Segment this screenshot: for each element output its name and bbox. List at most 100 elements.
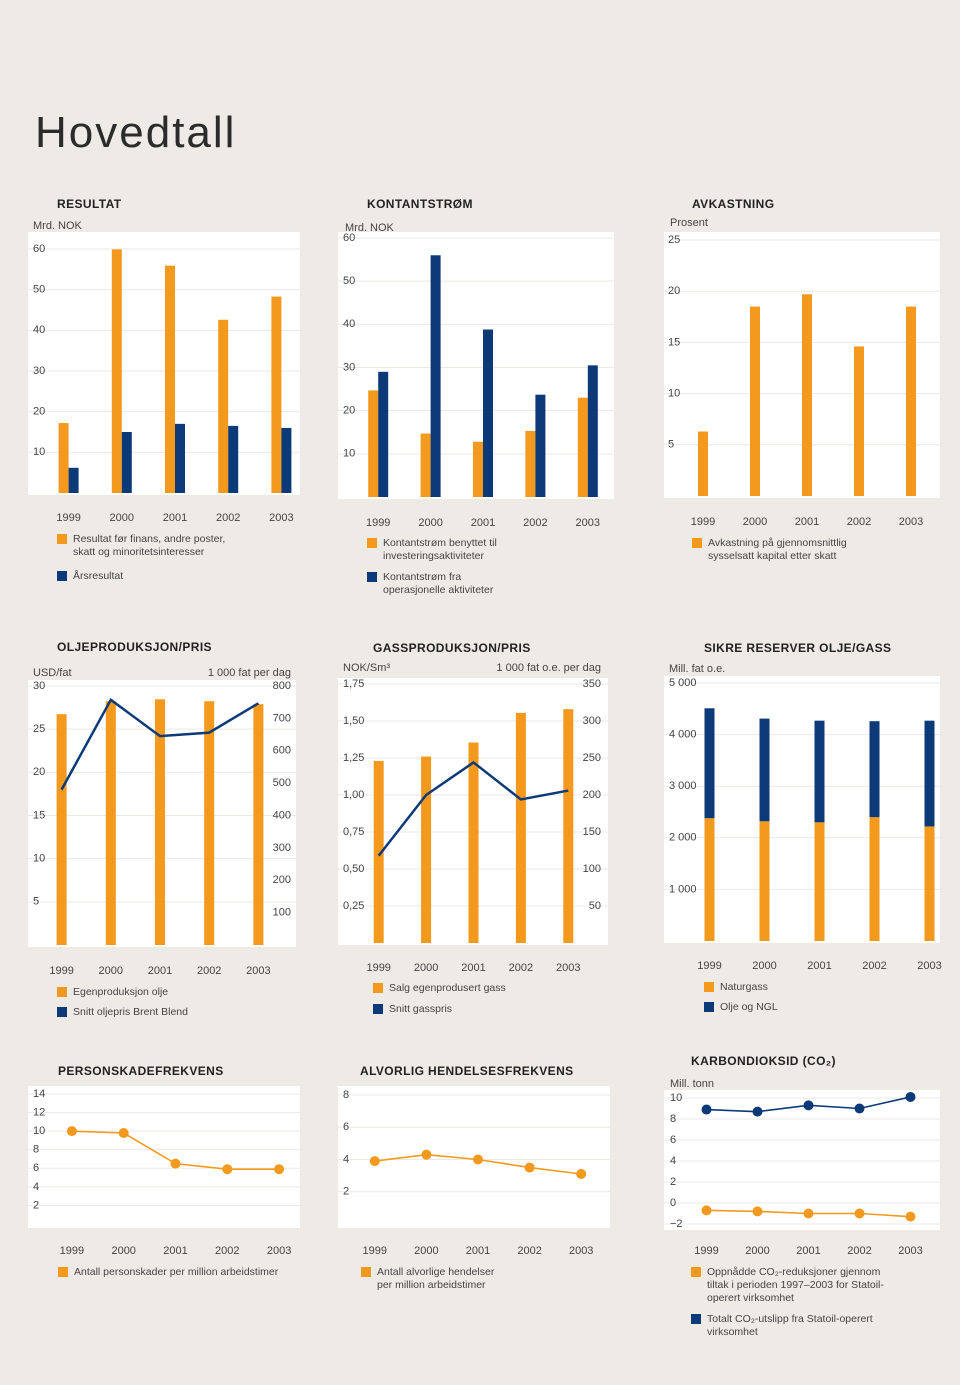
y-tick-label: 50	[33, 284, 45, 296]
y-tick-label: 5	[668, 439, 674, 451]
chart-title: RESULTAT	[57, 197, 122, 211]
legend-swatch	[692, 538, 702, 548]
bar	[378, 371, 389, 497]
y2-tick-label: 600	[273, 745, 291, 757]
point	[421, 1149, 432, 1160]
y-tick-label: 1,75	[343, 678, 364, 690]
x-tick-label: 2003	[267, 1245, 291, 1257]
x-tick-label: 2003	[917, 960, 941, 972]
bar	[587, 365, 598, 497]
y2-tick-label: 100	[273, 907, 291, 919]
bar	[869, 721, 880, 818]
bar	[563, 709, 574, 943]
x-tick-label: 1999	[691, 516, 715, 528]
y-axis-label: Mill. tonn	[670, 1078, 714, 1090]
y-tick-label: 20	[343, 405, 355, 417]
y-tick-label: 10	[33, 1125, 45, 1137]
legend-label: Kontantstrøm fra operasjonelle aktivitet…	[383, 571, 494, 596]
point	[222, 1164, 233, 1175]
chart-panel: KARBONDIOKSID (CO₂) Mill. tonn −2 0 2 4 6 8 10 19…	[664, 1054, 940, 1257]
y-tick-label: 1,25	[343, 752, 364, 764]
point	[854, 1208, 865, 1219]
legend-swatch	[373, 983, 383, 993]
y-tick-label: 6	[343, 1121, 349, 1133]
point	[905, 1211, 916, 1222]
y2-tick-label: 300	[583, 715, 601, 727]
point	[752, 1206, 763, 1217]
x-tick-label: 2001	[795, 516, 819, 528]
y-tick-label: 8	[670, 1113, 676, 1125]
legend-label: Egenproduksjon olje	[73, 986, 169, 998]
legend-label: Resultat før finans, andre poster, skatt…	[73, 533, 226, 558]
legend-swatch	[57, 1007, 67, 1017]
x-tick-label: 2000	[418, 517, 442, 529]
y2-axis-label: 1 000 fat o.e. per dag	[496, 662, 601, 674]
x-tick-label: 2001	[466, 1245, 490, 1257]
y-tick-label: 25	[668, 234, 680, 246]
point	[473, 1154, 483, 1165]
y-tick-label: 1,00	[343, 789, 364, 801]
y-tick-label: 5 000	[669, 677, 697, 689]
y-tick-label: 4	[343, 1153, 349, 1165]
line	[377, 760, 569, 857]
bar	[111, 249, 122, 493]
legend-swatch	[704, 1002, 714, 1012]
legend-swatch	[691, 1314, 701, 1324]
legend-swatch	[367, 572, 377, 582]
legend-label: Antall alvorlige hendelser per million a…	[377, 1266, 495, 1291]
y-tick-label: 0,25	[343, 900, 364, 912]
legend-item: Avkastning på gjennomsnittlig sysselsatt…	[692, 537, 852, 563]
bar	[854, 346, 864, 496]
y-tick-label: 10	[670, 1092, 682, 1104]
y-axis-label: Mrd. NOK	[345, 222, 395, 234]
x-tick-label: 1999	[60, 1245, 84, 1257]
bar	[814, 822, 825, 941]
bar	[802, 294, 812, 496]
bar	[155, 699, 165, 945]
legend-item: Snitt gasspris	[373, 1003, 593, 1016]
legend-swatch	[704, 982, 714, 992]
x-tick-label: 2002	[517, 1245, 541, 1257]
bar	[68, 467, 79, 493]
point	[854, 1103, 865, 1114]
x-tick-label: 2002	[216, 512, 240, 524]
y-tick-label: 4	[33, 1181, 39, 1193]
bar	[165, 265, 175, 493]
y-tick-label: 30	[33, 680, 45, 692]
legend-swatch	[57, 534, 67, 544]
legend-item: Antall personskader per million arbeidst…	[58, 1266, 308, 1279]
x-tick-label: 2002	[215, 1245, 239, 1257]
x-tick-label: 2001	[148, 965, 172, 977]
y2-tick-label: 350	[583, 678, 601, 690]
chart-title: PERSONSKADEFREKVENS	[58, 1064, 224, 1078]
point	[905, 1091, 916, 1102]
y-tick-label: 0,50	[343, 863, 364, 875]
x-tick-label: 1999	[363, 1245, 387, 1257]
y-tick-label: 25	[33, 723, 45, 735]
legend-item: Totalt CO₂-utslipp fra Statoil-operert v…	[691, 1313, 886, 1339]
y2-tick-label: 250	[583, 752, 601, 764]
legend-label: Totalt CO₂-utslipp fra Statoil-operert v…	[707, 1313, 873, 1338]
legend-label: Snitt gasspris	[389, 1003, 453, 1015]
x-tick-label: 2001	[807, 960, 831, 972]
x-tick-label: 2002	[847, 1245, 871, 1257]
y-tick-label: 10	[33, 853, 45, 865]
y2-tick-label: 200	[273, 874, 291, 886]
plot-background	[28, 232, 300, 495]
x-tick-label: 1999	[366, 962, 390, 974]
point	[803, 1100, 814, 1111]
legend-swatch	[57, 571, 67, 581]
bar	[105, 701, 116, 945]
y-axis-label: Prosent	[670, 217, 708, 229]
point	[66, 1126, 77, 1137]
x-tick-label: 2000	[743, 516, 767, 528]
point	[524, 1162, 535, 1173]
chart-title: KONTANTSTRØM	[367, 197, 473, 211]
chart-title: KARBONDIOKSID (CO₂)	[691, 1054, 836, 1068]
x-tick-label: 1999	[694, 1245, 718, 1257]
bar	[175, 423, 185, 493]
legend-swatch	[57, 987, 67, 997]
bar	[58, 423, 69, 493]
x-tick-label: 1999	[697, 960, 721, 972]
